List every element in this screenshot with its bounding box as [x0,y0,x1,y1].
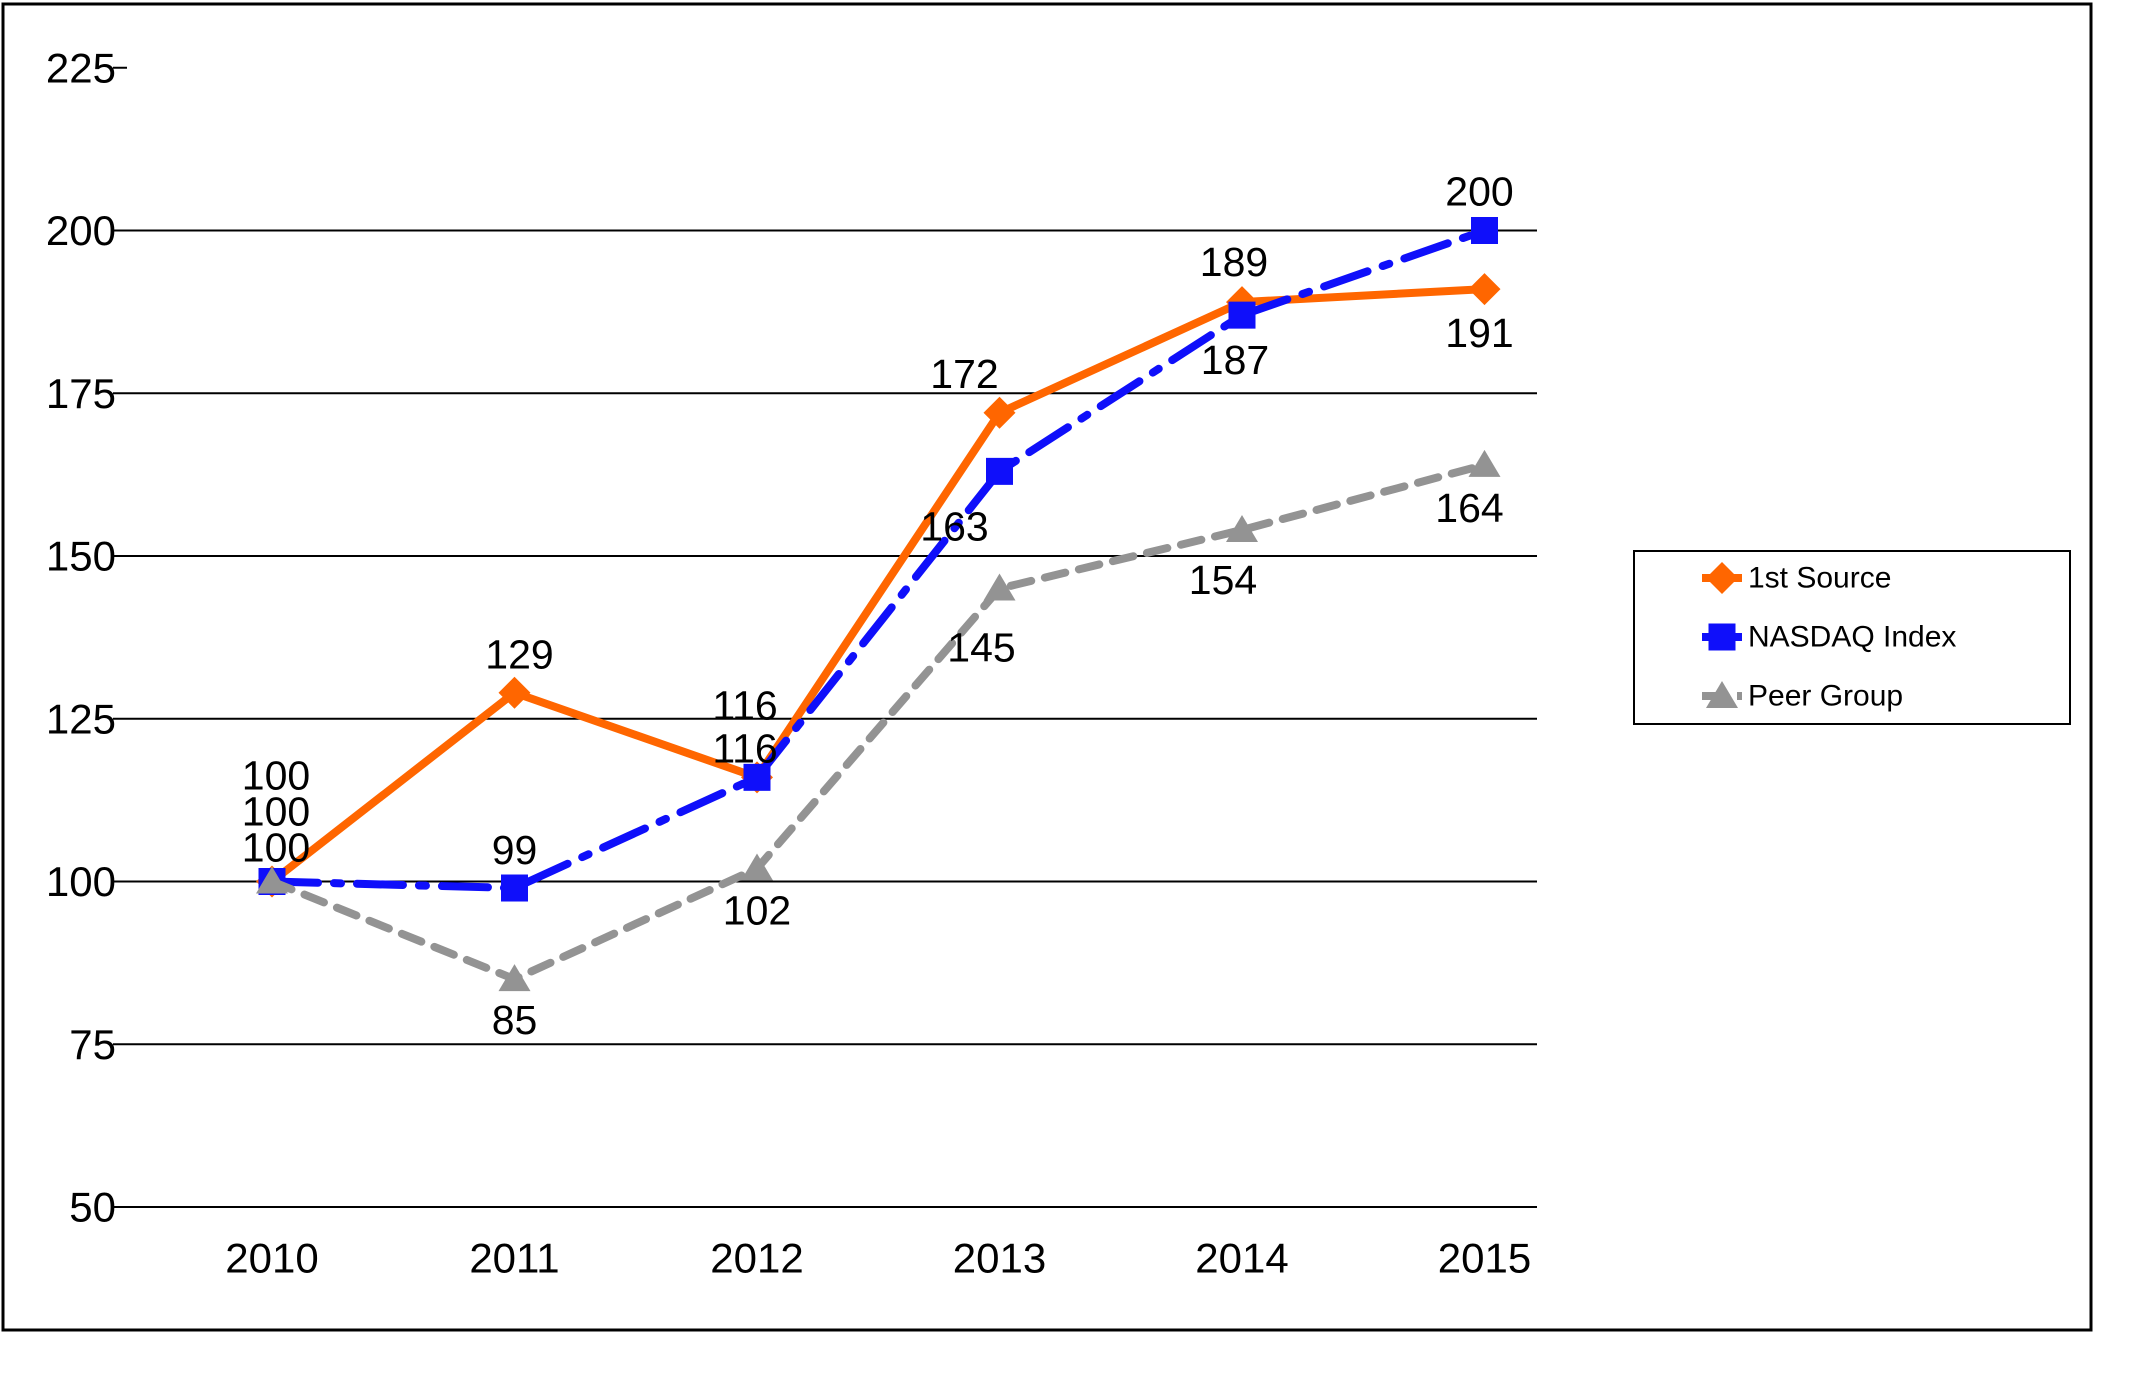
data-label: 100 [242,789,310,835]
series-line-2 [268,226,1489,893]
data-label: 189 [1200,239,1268,285]
x-axis-tick-label: 2011 [469,1235,559,1282]
data-point-marker [1226,514,1258,542]
y-axis-tick-label: 125 [46,695,116,742]
y-axis-tick-label: 175 [46,370,116,417]
legend-item-label: Peer Group [1748,680,1903,713]
data-point-marker [1471,217,1498,244]
y-axis-tick-label: 200 [46,207,116,254]
data-label: 102 [723,887,791,933]
x-axis-tick-label: 2012 [710,1235,803,1282]
data-point-marker [986,457,1013,485]
data-label: 116 [712,682,777,728]
data-label: 99 [492,827,538,873]
y-axis-tick-label: 150 [46,533,116,580]
legend-marker-diamond-icon [1706,562,1738,594]
data-label: 187 [1201,337,1269,383]
data-point-marker [1468,449,1501,477]
data-point-marker [498,964,531,992]
y-axis-tick-label: 225 [46,44,116,91]
data-label: 145 [947,625,1015,671]
data-label: 200 [1445,169,1513,215]
data-point-marker [743,763,771,791]
y-axis-tick-label: 50 [69,1184,116,1231]
data-point-marker [256,866,288,894]
data-point-marker [1468,273,1501,306]
data-label: 100 [242,825,310,871]
data-point-marker [983,396,1016,429]
data-label: 163 [920,503,988,549]
legend-item-label: 1st Source [1748,562,1891,595]
data-label: 172 [930,351,998,397]
series-line-3 [268,460,1489,984]
data-point-marker [741,853,773,881]
x-axis-tick-label: 2015 [1438,1235,1531,1282]
x-axis-tick-label: 2013 [953,1235,1046,1282]
data-point-marker [498,676,531,709]
data-label: 154 [1189,557,1257,603]
data-label: 85 [492,997,538,1043]
x-axis-tick-label: 2014 [1195,1235,1288,1282]
legend-item-label: NASDAQ Index [1748,621,1956,654]
data-point-marker [983,573,1016,601]
data-point-marker [501,874,528,902]
y-axis-tick-label: 75 [69,1021,116,1068]
data-label: 100 [242,753,310,799]
data-label: 129 [485,632,553,678]
data-label: 164 [1435,485,1503,531]
x-axis-tick-label: 2010 [225,1235,318,1282]
legend-marker-square-icon [1708,623,1736,651]
y-axis-tick-label: 100 [46,858,116,905]
legend-marker-triangle-icon [1706,681,1738,708]
data-label: 116 [712,725,777,771]
data-label: 191 [1445,310,1513,356]
data-point-marker [1228,301,1256,329]
